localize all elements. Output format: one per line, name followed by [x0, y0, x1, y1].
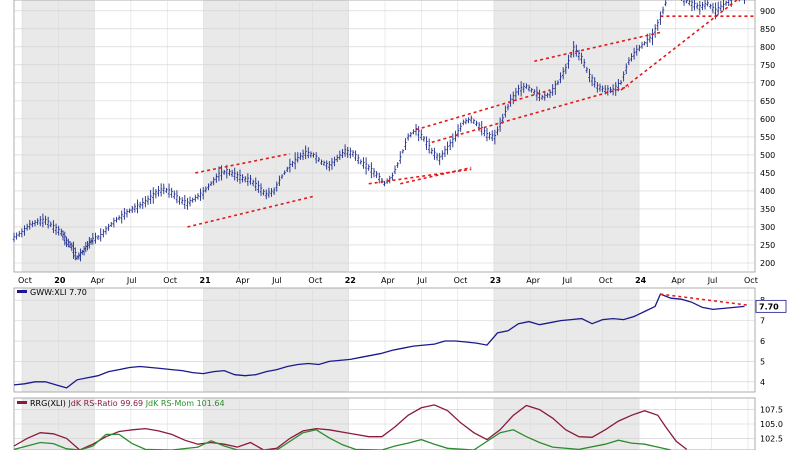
x-tick-label: Apr [236, 276, 251, 285]
y-tick-label: 450 [760, 169, 775, 178]
x-tick-label: Oct [163, 276, 177, 285]
panel-background [13, 287, 756, 393]
trendline [195, 153, 291, 174]
x-tick-label: Oct [744, 276, 758, 285]
x-tick-label: 24 [635, 276, 647, 285]
x-tick-label: 23 [490, 276, 501, 285]
y-tick-label: 650 [760, 97, 775, 106]
x-tick-label: 21 [200, 276, 212, 285]
x-tick-label: 20 [54, 276, 66, 285]
y-tick-label: 200 [760, 259, 775, 268]
rrg-line-jdk-rs-ratio [13, 404, 688, 450]
x-tick-label: Jul [707, 276, 718, 285]
y-tick-label: 4 [760, 378, 765, 387]
x-tick-label: Oct [18, 276, 32, 285]
y-tick-label: 800 [760, 43, 775, 52]
y-tick-label: 550 [760, 133, 775, 142]
y-tick-label: 300 [760, 223, 775, 232]
x-tick-label: Apr [526, 276, 541, 285]
x-tick-label: Jul [271, 276, 282, 285]
trendline [400, 166, 472, 185]
x-tick-label: 22 [345, 276, 356, 285]
y-tick-label: 600 [760, 115, 775, 124]
rrg-line-jdk-rs-mom [13, 429, 672, 450]
y-tick-label: 900 [760, 7, 775, 16]
x-tick-label: Jul [126, 276, 137, 285]
ratio-line [13, 293, 745, 389]
x-tick-label: Oct [599, 276, 613, 285]
x-tick-label: Oct [308, 276, 322, 285]
y-tick-label: 6 [760, 337, 765, 346]
legend-swatch [17, 290, 27, 293]
trendline [620, 0, 739, 91]
trendline [415, 89, 551, 131]
y-tick-label: 400 [760, 187, 775, 196]
last-value-box [755, 299, 787, 313]
y-tick-label: 5 [760, 357, 765, 366]
trendline [431, 85, 630, 144]
y-tick-label: 102.5 [760, 434, 783, 443]
y-tick-label: 500 [760, 151, 775, 160]
x-tick-label: Jul [562, 276, 573, 285]
y-tick-label: 750 [760, 61, 775, 70]
panel-background [13, 0, 756, 273]
y-tick-label: 350 [760, 205, 775, 214]
trendline [187, 195, 314, 228]
x-tick-label: Oct [454, 276, 468, 285]
x-tick-label: Jul [416, 276, 427, 285]
y-tick-label: 105.0 [760, 420, 783, 429]
y-tick-label: 700 [760, 79, 775, 88]
ratio-legend: GWW:XLI 7.70 [30, 288, 87, 297]
y-tick-label: 107.5 [760, 406, 783, 415]
y-tick-label: 850 [760, 25, 775, 34]
rrg-legend: RRG(XLI) JdK RS-Ratio 99.69 JdK RS-Mom 1… [30, 399, 225, 408]
x-tick-label: Apr [91, 276, 106, 285]
y-tick-label: 250 [760, 241, 775, 250]
legend-swatch [17, 401, 27, 404]
x-tick-label: Apr [671, 276, 686, 285]
x-tick-label: Apr [381, 276, 396, 285]
last-value-label: 7.70 [759, 302, 779, 311]
y-tick-label: 7 [760, 317, 765, 326]
